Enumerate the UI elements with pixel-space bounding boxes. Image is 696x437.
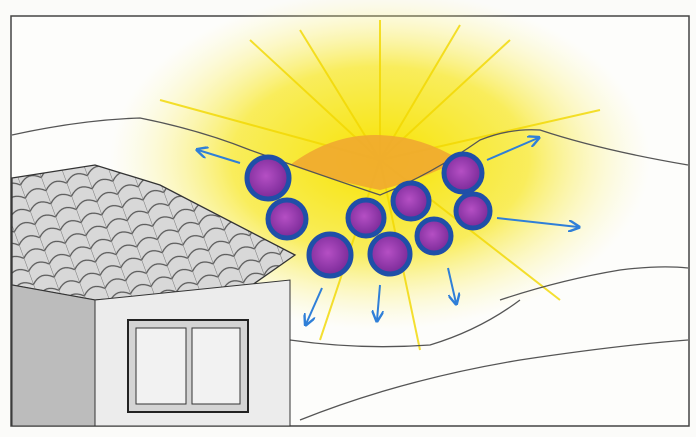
window-pane	[135, 327, 187, 405]
sun	[290, 135, 460, 190]
arrows	[198, 138, 578, 324]
hills	[11, 117, 689, 421]
wall-side	[11, 284, 96, 427]
particles	[244, 151, 493, 279]
window-pane	[191, 327, 241, 405]
